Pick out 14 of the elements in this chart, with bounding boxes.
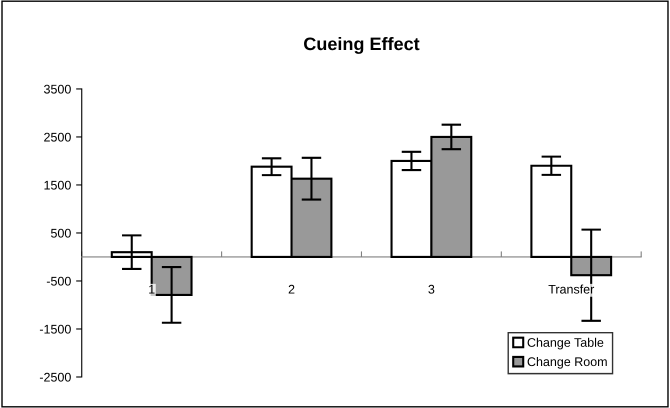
y-tick-label: 3500: [44, 84, 71, 94]
x-tick-label: Transfer: [548, 284, 594, 294]
y-tick-label: 500: [50, 228, 71, 238]
legend-label: Change Room: [528, 356, 607, 369]
x-tick-label: 2: [288, 284, 294, 294]
y-tick-label: 2500: [44, 132, 71, 142]
x-tick-label: 1: [149, 284, 155, 294]
x-tick-label: 3: [428, 284, 434, 294]
y-tick-label: -500: [46, 276, 71, 286]
y-tick-label: -1500: [40, 324, 71, 334]
y-tick-label: 1500: [44, 180, 71, 190]
legend-label: Change Table: [528, 338, 604, 350]
y-tick-label: -2500: [40, 372, 71, 382]
chart-title: Cueing Effect: [304, 36, 420, 54]
